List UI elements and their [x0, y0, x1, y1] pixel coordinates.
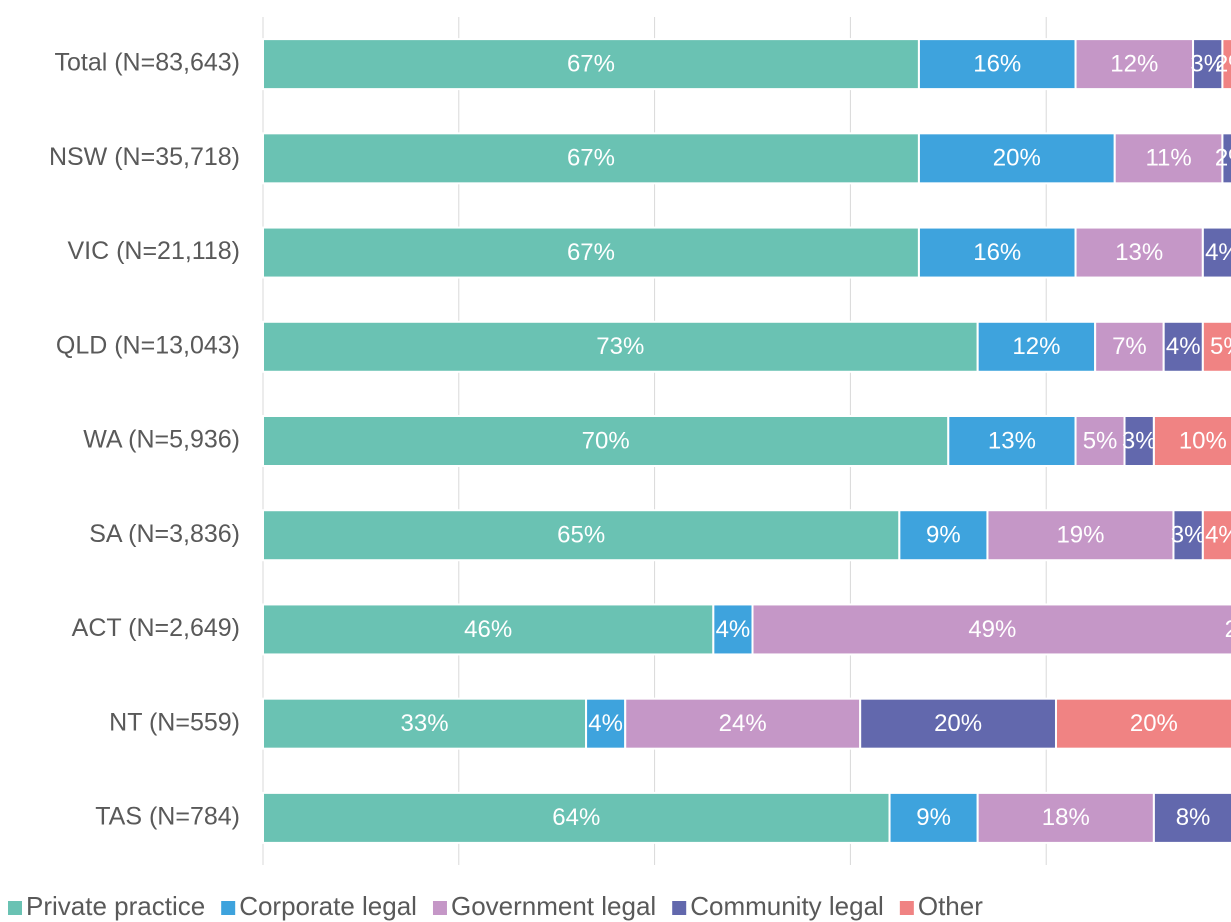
y-tick-label: Total (N=83,643)	[54, 49, 240, 77]
legend-swatch	[672, 901, 687, 915]
data-label: 24%	[719, 710, 767, 737]
data-label: 12%	[1110, 50, 1158, 77]
bar-segment	[976, 791, 1155, 844]
legend-label: Community legal	[690, 891, 884, 921]
y-tick-label: VIC (N=21,118)	[67, 237, 240, 265]
bar-segment	[1201, 320, 1231, 373]
data-label: 64%	[552, 804, 600, 831]
data-label: 13%	[988, 427, 1036, 454]
data-label: 20%	[993, 145, 1041, 172]
y-tick-label: TAS (N=784)	[95, 802, 240, 830]
bar-segment	[898, 509, 989, 562]
data-label: 2%	[1215, 50, 1231, 77]
data-label: 4%	[1205, 522, 1231, 549]
data-label: 9%	[926, 522, 961, 549]
data-label: 3%	[1190, 50, 1225, 77]
bar-segment	[262, 226, 920, 279]
bar-segment	[888, 791, 979, 844]
data-label: 10%	[1179, 427, 1227, 454]
data-label: 73%	[596, 333, 644, 360]
bar-segment	[1074, 226, 1204, 279]
data-label: 67%	[567, 239, 615, 266]
legend-swatch	[221, 901, 236, 915]
data-label: 4%	[588, 710, 623, 737]
data-label: 12%	[1012, 333, 1060, 360]
data-label: 33%	[401, 710, 449, 737]
data-label: 18%	[1042, 804, 1090, 831]
data-label: 11%	[1145, 145, 1191, 172]
bar-segment	[751, 603, 1231, 656]
data-label: 5%	[1210, 333, 1231, 360]
bar-segment	[859, 697, 1057, 750]
bar-segment	[1221, 132, 1231, 185]
bar-segment	[262, 132, 920, 185]
bar-segment	[262, 415, 950, 467]
data-label: 4%	[1166, 333, 1201, 360]
bar-segment	[917, 38, 1077, 91]
data-label: 16%	[973, 50, 1021, 77]
bar-segment	[624, 697, 862, 750]
data-label: 4%	[716, 616, 751, 643]
data-label: 3%	[1122, 427, 1157, 454]
bar-segment	[947, 415, 1077, 467]
bar-segment	[1201, 226, 1231, 279]
data-label: 16%	[973, 239, 1021, 266]
bar-segment	[585, 697, 627, 750]
data-label: 13%	[1115, 239, 1163, 266]
bar-segment	[986, 509, 1175, 562]
data-label: 2%	[1215, 145, 1231, 172]
bar-segment	[1152, 415, 1231, 467]
y-tick-label: QLD (N=13,043)	[56, 331, 240, 359]
data-label: 20%	[934, 710, 982, 737]
legend-swatch	[8, 901, 22, 915]
bar-segment	[262, 603, 715, 656]
data-label: 70%	[582, 427, 630, 454]
bar-segment	[1201, 509, 1231, 562]
bar-segment	[1074, 415, 1126, 467]
bar-segment	[262, 697, 588, 750]
data-label: 7%	[1112, 333, 1147, 360]
data-label: 20%	[1130, 710, 1178, 737]
legend-swatch	[432, 901, 447, 915]
data-label: 65%	[557, 522, 605, 549]
bar-segment	[917, 132, 1116, 185]
data-label: 5%	[1083, 427, 1118, 454]
data-label: 67%	[567, 50, 615, 77]
bar-segment	[1113, 132, 1224, 185]
legend-label: Other	[918, 891, 983, 921]
y-tick-label: NT (N=559)	[109, 708, 240, 736]
legend-label: Government legal	[451, 891, 656, 921]
bar-segment	[1054, 697, 1231, 750]
legend-swatch	[899, 901, 914, 915]
y-tick-label: ACT (N=2,649)	[72, 614, 240, 642]
data-label: 2%	[1225, 616, 1231, 643]
bar-segment	[262, 38, 920, 91]
legend-label: Corporate legal	[239, 891, 417, 921]
bar-segment	[1074, 38, 1195, 91]
data-label: 4%	[1205, 239, 1231, 266]
data-label: 8%	[1176, 804, 1211, 831]
data-label: 19%	[1056, 522, 1104, 549]
data-label: 49%	[968, 616, 1016, 643]
data-label: 67%	[567, 145, 615, 172]
legend-label: Private practice	[26, 891, 205, 921]
bar-segment	[1221, 38, 1231, 91]
data-label: 9%	[916, 804, 951, 831]
data-label: 3%	[1171, 522, 1206, 549]
bar-segment	[1152, 791, 1231, 844]
bar-segment	[976, 320, 1097, 373]
y-tick-label: WA (N=5,936)	[83, 426, 240, 454]
data-label: 46%	[464, 616, 512, 643]
y-tick-label: SA (N=3,836)	[89, 520, 240, 548]
y-tick-label: NSW (N=35,718)	[49, 143, 240, 171]
